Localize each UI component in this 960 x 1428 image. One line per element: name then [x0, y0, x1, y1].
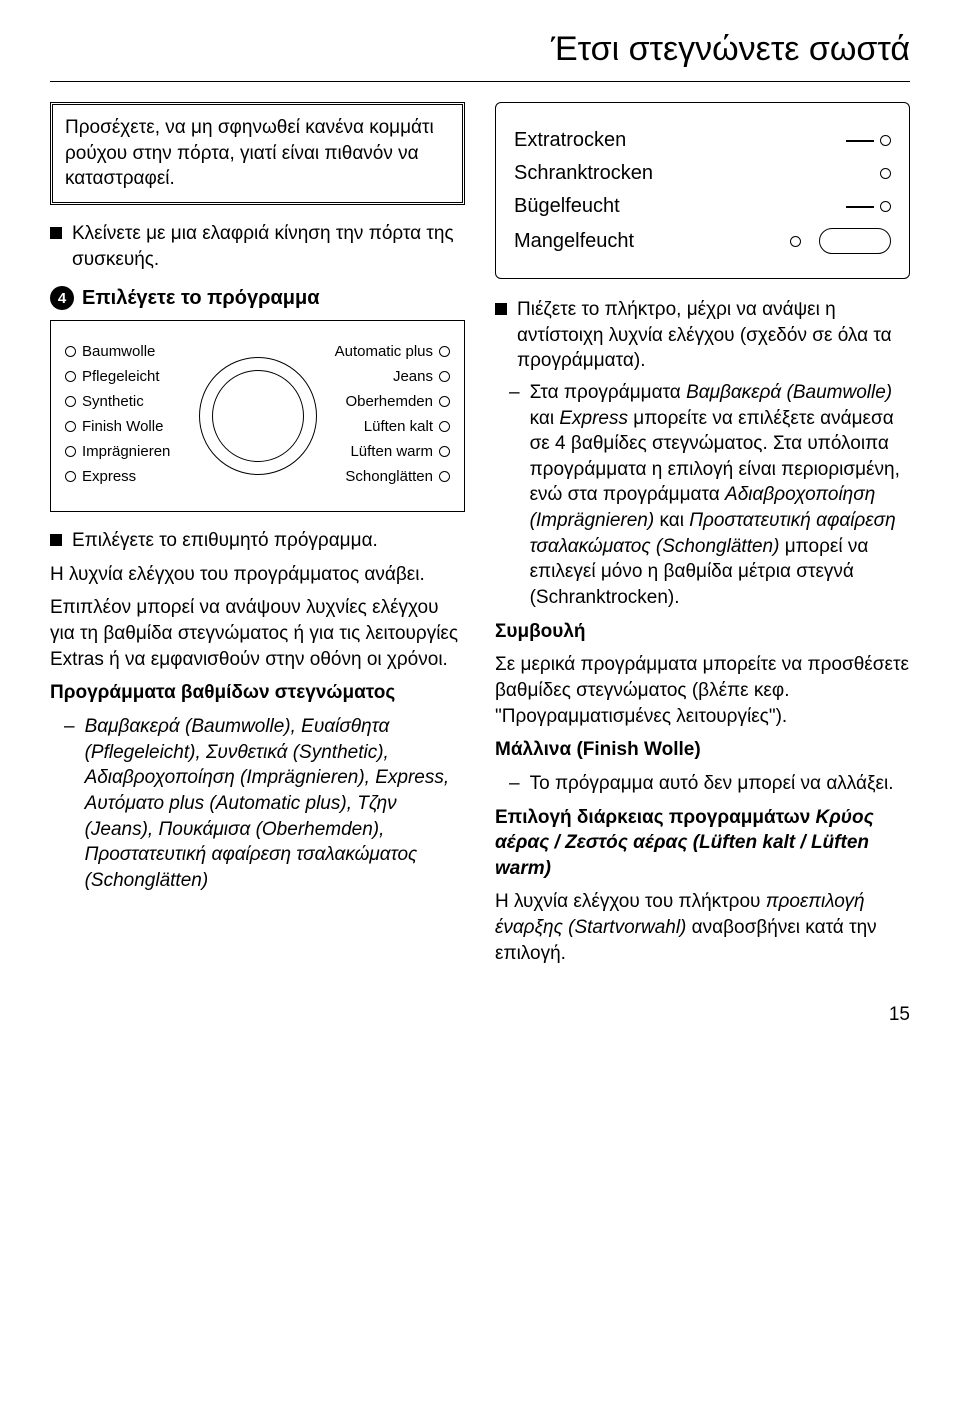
dash-text: Βαμβακερά (Baumwolle), Ευαίσθητα (Pflege… [85, 714, 465, 893]
bullet-select-program: Επιλέγετε το επιθυμητό πρόγραμμα. [50, 528, 465, 554]
bullet-text: Πιέζετε το πλήκτρο, μέχρι να ανάψει η αν… [517, 297, 910, 374]
dryness-row-mangelfeucht: Mangelfeucht [514, 228, 891, 254]
dryness-levels-box: Extratrocken Schranktrocken Bügelfeucht … [495, 102, 910, 279]
dryness-label: Mangelfeucht [514, 230, 634, 253]
dial-label: Baumwolle [82, 343, 155, 360]
led-icon [439, 396, 450, 407]
heading-wool: Μάλλινα (Finish Wolle) [495, 737, 910, 763]
led-icon [790, 236, 801, 247]
led-icon [65, 446, 76, 457]
dryness-label: Extratrocken [514, 129, 626, 152]
dash-4-levels: Στα προγράμματα Βαμβακερά (Baumwolle) κα… [509, 380, 910, 611]
page-number: 15 [50, 1004, 910, 1026]
dial-label: Pflegeleicht [82, 368, 160, 385]
led-icon [65, 371, 76, 382]
led-icon [880, 201, 891, 212]
led-icon [65, 396, 76, 407]
led-icon [439, 371, 450, 382]
program-dial-panel: Baumwolle Automatic plus Pflegeleicht Je… [50, 320, 465, 512]
led-icon [439, 421, 450, 432]
dash-text: Στα προγράμματα Βαμβακερά (Baumwolle) κα… [530, 380, 910, 611]
warning-box: Προσέχετε, να μη σφηνωθεί κανένα κομμάτι… [50, 102, 465, 205]
led-icon [439, 471, 450, 482]
dash-line-icon [846, 140, 874, 142]
dash-line-icon [846, 206, 874, 208]
led-icon [880, 168, 891, 179]
dial-knob [199, 357, 317, 475]
dash-programs-list: Βαμβακερά (Baumwolle), Ευαίσθητα (Pflege… [64, 714, 465, 893]
dial-label: Jeans [393, 368, 433, 385]
square-bullet-icon [50, 227, 62, 239]
dial-label: Oberhemden [345, 393, 433, 410]
heading-tip: Συμβουλή [495, 619, 910, 645]
heading-airing: Επιλογή διάρκειας προγραμμάτων Κρύος αέρ… [495, 805, 910, 882]
paragraph: Η λυχνία ελέγχου του προγράμματος ανάβει… [50, 562, 465, 588]
pill-button-icon[interactable] [819, 228, 891, 254]
dial-label: Express [82, 468, 136, 485]
led-icon [880, 135, 891, 146]
square-bullet-icon [50, 534, 62, 546]
dryness-row-bugelfeucht: Bügelfeucht [514, 195, 891, 218]
dial-label: Finish Wolle [82, 418, 163, 435]
heading-drying-levels: Προγράμματα βαθμίδων στεγνώματος [50, 680, 465, 706]
dryness-row-extratrocken: Extratrocken [514, 129, 891, 152]
led-icon [65, 471, 76, 482]
square-bullet-icon [495, 303, 507, 315]
page-title: Έτσι στεγνώνετε σωστά [50, 30, 910, 82]
step-text: Επιλέγετε το πρόγραμμα [82, 287, 320, 310]
bullet-text: Κλείνετε με μια ελαφριά κίνηση την πόρτα… [72, 221, 465, 272]
dash-text: Το πρόγραμμα αυτό δεν μπορεί να αλλάξει. [530, 771, 894, 797]
dryness-label: Bügelfeucht [514, 195, 620, 218]
led-icon [439, 346, 450, 357]
step-number-icon: 4 [50, 286, 74, 310]
paragraph: Επιπλέον μπορεί να ανάψουν λυχνίες ελέγχ… [50, 595, 465, 672]
dryness-row-schranktrocken: Schranktrocken [514, 162, 891, 185]
paragraph-tip: Σε μερικά προγράμματα μπορείτε να προσθέ… [495, 652, 910, 729]
bullet-press-button: Πιέζετε το πλήκτρο, μέχρι να ανάψει η αν… [495, 297, 910, 374]
dial-label: Automatic plus [335, 343, 433, 360]
dial-label: Synthetic [82, 393, 144, 410]
paragraph-airing: Η λυχνία ελέγχου του πλήκτρου προεπιλογή… [495, 889, 910, 966]
dash-wool: Το πρόγραμμα αυτό δεν μπορεί να αλλάξει. [509, 771, 910, 797]
step-4-heading: 4 Επιλέγετε το πρόγραμμα [50, 286, 465, 310]
dial-label: Lüften kalt [364, 418, 433, 435]
led-icon [65, 346, 76, 357]
bullet-close-door: Κλείνετε με μια ελαφριά κίνηση την πόρτα… [50, 221, 465, 272]
dial-label: Schonglätten [345, 468, 433, 485]
led-icon [439, 446, 450, 457]
led-icon [65, 421, 76, 432]
dial-label: Lüften warm [350, 443, 433, 460]
bullet-text: Επιλέγετε το επιθυμητό πρόγραμμα. [72, 528, 378, 554]
dial-label: Imprägnieren [82, 443, 170, 460]
dryness-label: Schranktrocken [514, 162, 653, 185]
